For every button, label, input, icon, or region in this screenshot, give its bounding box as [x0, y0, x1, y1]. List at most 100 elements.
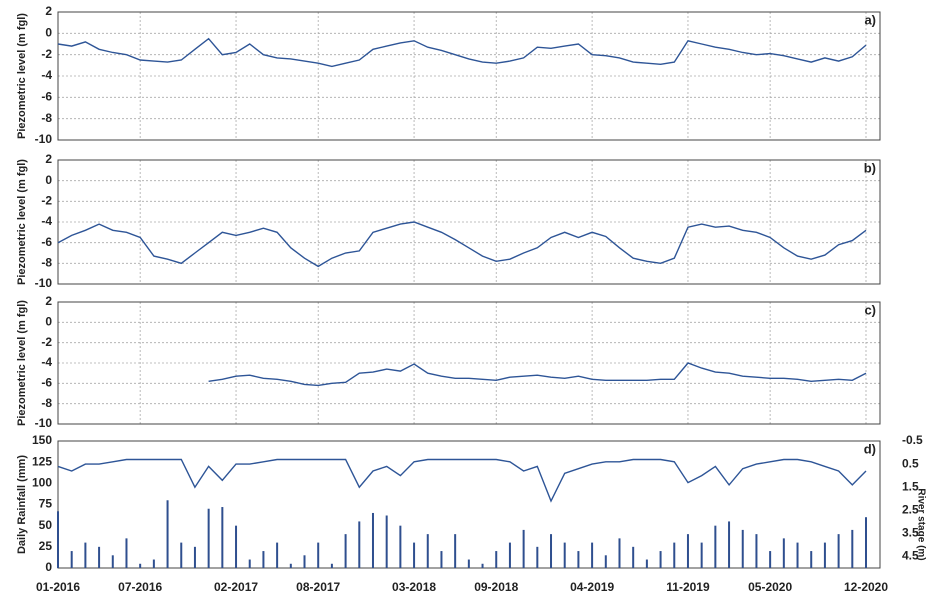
rain-bar [248, 559, 251, 568]
x-tick-label: 12-2020 [844, 580, 888, 594]
rain-bar [673, 542, 676, 568]
y-axis-label: Daily Rainfall (mm) [16, 455, 28, 554]
rain-bar [618, 538, 621, 568]
rain-bar [810, 551, 813, 568]
plot-frame [57, 159, 881, 285]
rain-bar [728, 521, 731, 568]
rain-bar [645, 559, 648, 568]
rain-bar [755, 534, 758, 568]
rain-bar [522, 529, 525, 568]
y-tick-label: -4 [41, 355, 52, 369]
x-tick-label: 01-2016 [36, 580, 80, 594]
y-tick-label: 50 [39, 518, 53, 532]
y-tick-label: 25 [39, 539, 53, 553]
rain-bar [632, 546, 635, 568]
rain-bar [413, 542, 416, 568]
y-tick-label: -6 [41, 235, 52, 249]
rain-bar [358, 521, 361, 568]
y-tick-label: -8 [41, 111, 52, 125]
y-tick-label: -2 [41, 194, 52, 208]
y-tick-label: 125 [32, 454, 52, 468]
rain-bar [221, 507, 224, 568]
rain-bar [796, 542, 799, 568]
y2-tick-label: 4.5 [902, 549, 919, 563]
rain-bar [577, 551, 580, 568]
rain-bar [98, 546, 101, 568]
rain-bar [344, 534, 347, 568]
rain-bar [536, 546, 539, 568]
x-tick-label: 02-2017 [214, 580, 258, 594]
y-tick-label: -4 [41, 214, 52, 228]
rain-bar [139, 563, 142, 568]
rain-bar [440, 551, 443, 568]
y-tick-label: -2 [41, 47, 52, 61]
y-tick-label: 2 [45, 294, 52, 308]
rain-bar [57, 511, 59, 568]
y2-tick-label: 1.5 [902, 479, 919, 493]
rain-bar [714, 525, 717, 568]
y-tick-label: -10 [35, 132, 53, 146]
rain-bar [125, 538, 128, 568]
y-tick-label: -10 [35, 276, 53, 290]
rain-bar [399, 525, 402, 568]
rain-bar [371, 512, 374, 568]
rain-bar [508, 542, 511, 568]
y-tick-label: -10 [35, 416, 53, 430]
rain-bar [741, 529, 744, 568]
rain-bar [604, 555, 607, 568]
x-tick-label: 08-2017 [296, 580, 340, 594]
rain-bar [700, 542, 703, 568]
rain-bar [166, 500, 169, 568]
rain-bar [303, 555, 306, 568]
y-axis-label: Piezometric level (m fgl) [16, 159, 28, 285]
rain-bar [591, 542, 594, 568]
y-tick-label: 0 [45, 26, 52, 40]
rain-bar [193, 546, 196, 568]
rain-bar [454, 534, 457, 568]
y-tick-label: 150 [32, 433, 52, 447]
y-tick-label: 2 [45, 152, 52, 166]
y-tick-label: -2 [41, 335, 52, 349]
rain-bar [467, 559, 470, 568]
panel-label: b) [864, 160, 876, 175]
rain-bar [426, 534, 429, 568]
data-line [57, 221, 867, 268]
rain-bar [111, 555, 114, 568]
y-tick-label: 0 [45, 560, 52, 574]
y-axis-label: Piezometric level (m fgl) [16, 13, 28, 139]
x-tick-label: 04-2019 [570, 580, 614, 594]
rain-bar [317, 542, 320, 568]
data-line [57, 37, 867, 68]
rain-bar [289, 563, 292, 568]
plot-frame [57, 11, 881, 141]
y-tick-label: -8 [41, 256, 52, 270]
rain-bar [70, 551, 73, 568]
panel-label: d) [864, 441, 876, 456]
rain-bar [495, 551, 498, 568]
data-line [57, 458, 867, 503]
rain-bar [276, 542, 279, 568]
x-tick-label: 11-2019 [666, 580, 710, 594]
rain-bar [686, 534, 689, 568]
data-line [208, 362, 867, 387]
y2-axis-label: River stage (m) [915, 488, 926, 560]
y-tick-label: -6 [41, 376, 52, 390]
y2-tick-label: 0.5 [902, 456, 919, 470]
rain-bar [782, 538, 785, 568]
y-tick-label: 100 [32, 476, 52, 490]
rain-bar [659, 551, 662, 568]
rain-bar [563, 542, 566, 568]
y2-tick-label: 3.5 [902, 526, 919, 540]
rain-bar [180, 542, 183, 568]
y2-tick-label: -0.5 [902, 433, 923, 447]
panel-label: c) [864, 302, 876, 317]
rain-bar [330, 563, 333, 568]
rain-bar [84, 542, 87, 568]
x-tick-label: 05-2020 [748, 580, 792, 594]
y-tick-label: -8 [41, 396, 52, 410]
rain-bar [837, 534, 840, 568]
rain-bar [769, 551, 772, 568]
rain-bar [262, 551, 265, 568]
rain-bar [235, 525, 238, 568]
rain-bar [851, 529, 854, 568]
